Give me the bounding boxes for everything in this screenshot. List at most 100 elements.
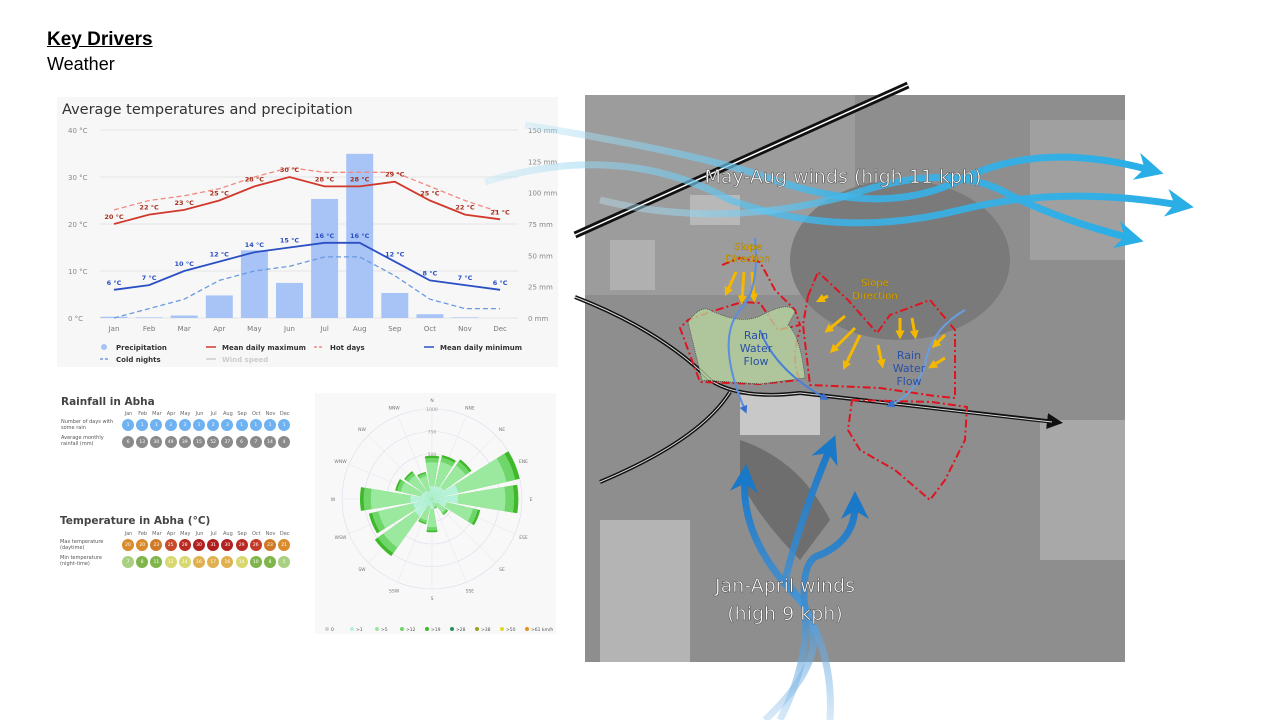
rain-days-value: 1 (150, 419, 163, 431)
rain-days-value: 1 (193, 419, 205, 431)
x-tick: Jul (319, 325, 329, 333)
precipitation-bar (346, 153, 374, 318)
x-tick: Dec (493, 325, 507, 333)
legend-label: Hot days (330, 344, 365, 352)
slope-label-1a: Slope (734, 242, 762, 253)
rain-days-value: 1 (264, 419, 276, 431)
data-label: 22 °C (139, 204, 159, 212)
data-label: 12 °C (385, 251, 405, 259)
month-header: Feb (138, 531, 148, 537)
rain-days-value: 2 (207, 419, 220, 431)
legend-label: >1 (356, 627, 363, 633)
slide-title: Key Drivers (47, 29, 153, 50)
precipitation-bar (451, 317, 479, 318)
wind-rose-wedge (432, 487, 444, 499)
x-tick: Aug (353, 325, 367, 333)
wind-rose-wedge (423, 490, 432, 499)
direction-label: SSE (466, 588, 475, 594)
max-temp-value: 20 (136, 539, 149, 551)
min-temp-value: 14 (178, 556, 191, 568)
rain-days-value: 1 (122, 419, 134, 431)
wind-rose-wedge (414, 499, 432, 517)
wind-rose-wedge (427, 490, 432, 499)
legend-label: >28 (456, 627, 466, 633)
wind-rose-wedge (410, 495, 432, 503)
data-label: 28 °C (315, 175, 335, 183)
y-left-tick: 40 °C (68, 127, 88, 135)
precipitation-bar (240, 250, 268, 318)
winter-winds-label-2: (high 9 kph) (727, 603, 843, 625)
wind-rose-wedge (429, 486, 435, 499)
legend-swatch (425, 627, 429, 631)
month-header: May (180, 411, 191, 417)
x-tick: Jan (108, 325, 120, 333)
y-right-tick: 100 mm (528, 190, 557, 198)
month-header: Oct (251, 531, 261, 537)
rain-days-label: Number of days with some rain (61, 419, 114, 431)
climate-chart-panel (57, 97, 558, 367)
direction-label: S (431, 596, 434, 602)
legend-label: Mean daily minimum (440, 344, 522, 352)
cold-nights-line (113, 256, 501, 319)
month-header: Nov (265, 411, 276, 417)
x-tick: Apr (213, 325, 225, 333)
y-left-tick: 30 °C (68, 174, 88, 182)
rain-mm-value: 14 (264, 436, 276, 448)
rain-mm-value: 30 (150, 436, 163, 448)
legend-label: >38 (481, 627, 491, 633)
month-header: Jul (210, 531, 217, 537)
legend-label: >19 (431, 627, 441, 633)
max-temp-value: 25 (164, 539, 177, 551)
mean-daily-maximum-line (113, 176, 501, 225)
rain-label-2c: Flow (896, 375, 921, 388)
month-header: Sep (237, 411, 247, 417)
wind-rose: 02505007501000NNNENEENEEESESESSESSSWSWWS… (325, 398, 553, 633)
data-label: 25 °C (420, 190, 440, 198)
rain-mm-value: 52 (207, 436, 220, 448)
wind-rose-wedge (430, 499, 434, 509)
min-temp-value: 8 (264, 556, 276, 568)
month-header: Jul (210, 411, 217, 417)
rain-label-1b: Water (740, 342, 773, 355)
wind-rose-panel (315, 393, 556, 634)
min-temp-value: 11 (150, 556, 163, 568)
rain-mm-value: 39 (178, 436, 191, 448)
month-header: Oct (251, 411, 261, 417)
direction-label: NNW (389, 406, 401, 412)
max-temp-value: 29 (235, 539, 248, 551)
rain-days-value: 3 (164, 419, 177, 431)
min-temp-value: 17 (207, 556, 220, 568)
month-header: Jun (195, 411, 204, 417)
direction-label: SE (499, 567, 505, 573)
data-label: 7 °C (142, 274, 157, 282)
wind-rose-wedge (432, 499, 437, 504)
y-left-tick: 0 °C (68, 315, 83, 323)
spoke (431, 498, 467, 583)
wind-rose-wedge (432, 499, 447, 507)
data-label: 29 °C (385, 171, 405, 179)
data-label: 21 °C (490, 208, 510, 216)
max-temp-value: 30 (193, 539, 205, 551)
mean-daily-minimum-line (113, 241, 501, 291)
rain-mm-value: 49 (164, 436, 177, 448)
min-temp-value: 12 (164, 556, 177, 568)
max-temp-value: 26 (249, 539, 262, 551)
data-label: 25 °C (210, 190, 230, 198)
direction-label: N (430, 398, 433, 404)
slide-subtitle: Weather (47, 54, 115, 74)
rain-days-value: 1 (249, 419, 262, 431)
legend-swatch (500, 627, 504, 631)
month-header: Dec (279, 411, 290, 417)
legend-label: >50 (506, 627, 516, 633)
rain-mm-label: Average monthly rainfall (mm) (61, 435, 104, 447)
legend-swatch (525, 627, 529, 631)
rain-mm-value: 37 (221, 436, 234, 448)
data-label: 16 °C (315, 232, 335, 240)
precipitation-bar (276, 282, 303, 318)
data-label: 12 °C (210, 251, 230, 259)
legend-swatch (450, 627, 454, 631)
data-label: 8 °C (422, 269, 437, 277)
rain-mm-value: 7 (249, 436, 262, 448)
wind-rose-wedge (432, 484, 459, 499)
